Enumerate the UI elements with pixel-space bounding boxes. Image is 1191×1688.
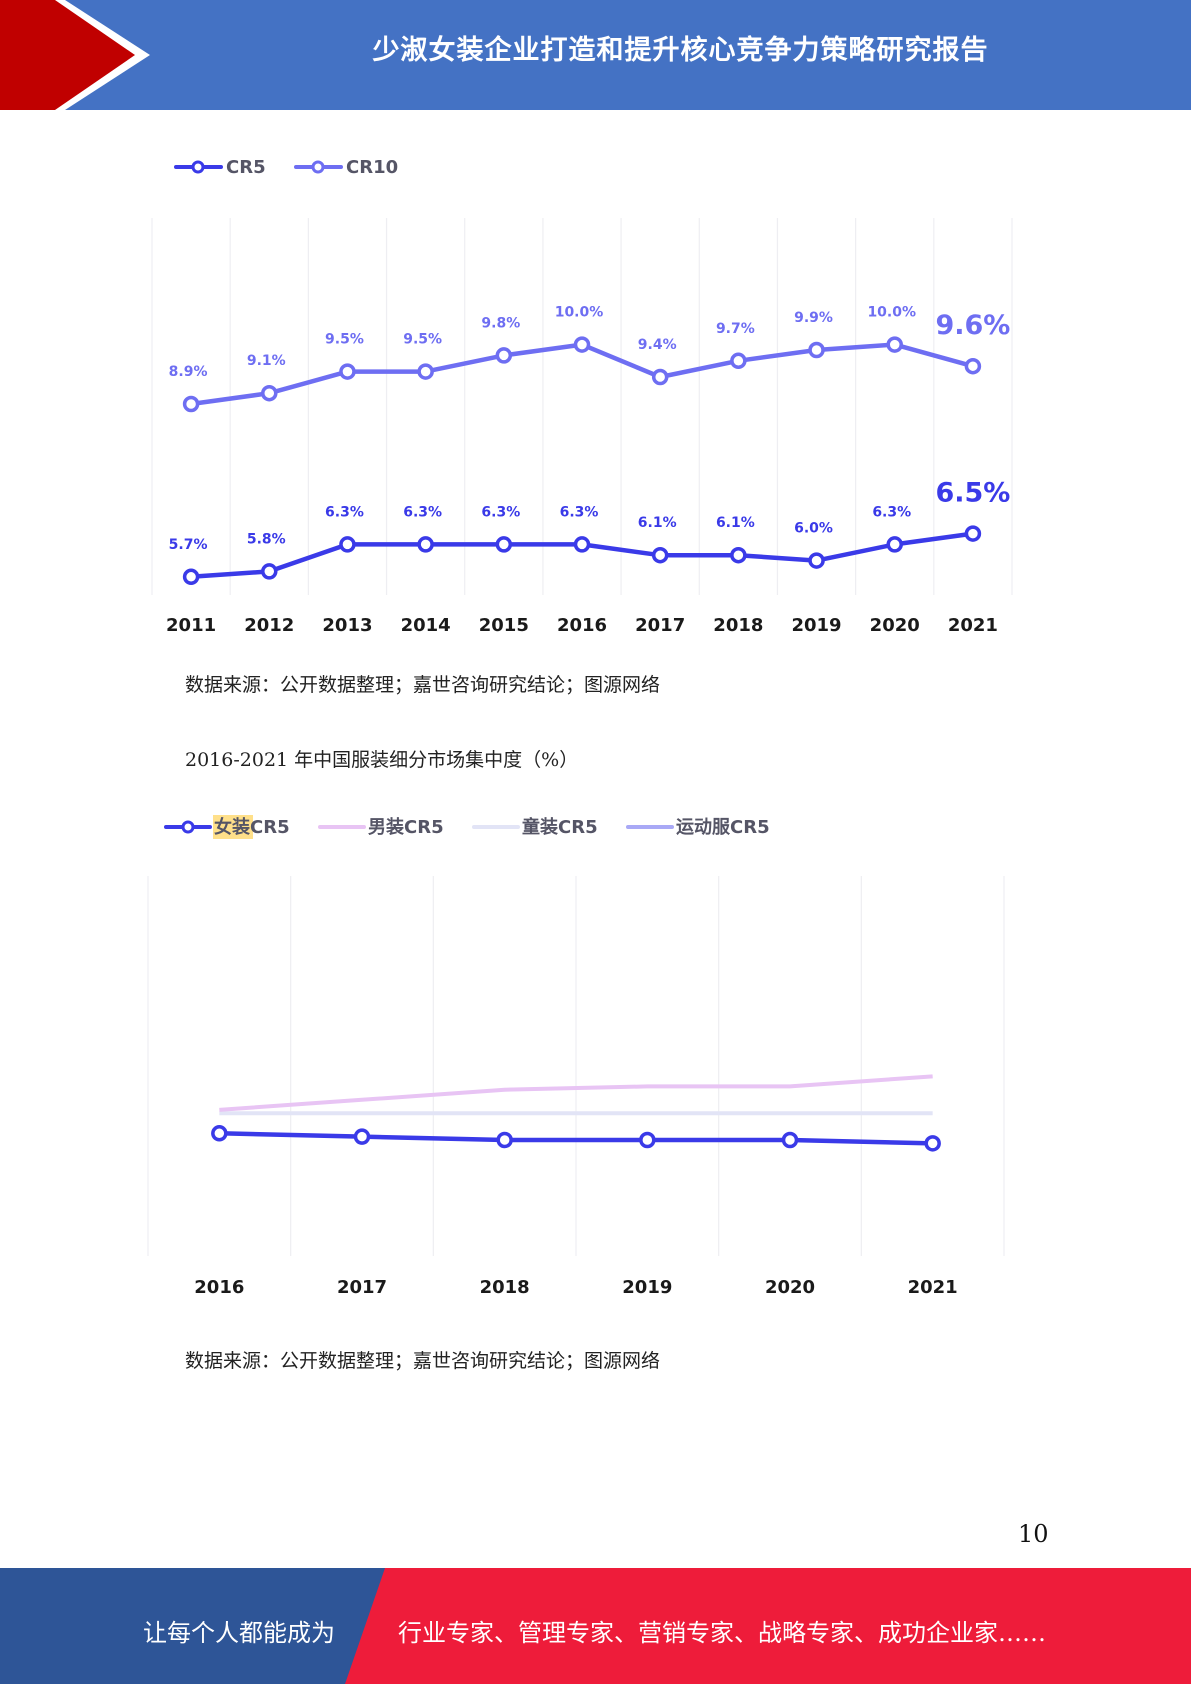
legend-label: 童装CR5: [522, 816, 598, 838]
x-tick-label: 2015: [479, 615, 529, 636]
chart1-source: 数据来源：公开数据整理；嘉世咨询研究结论；图源网络: [185, 674, 661, 696]
data-label: 10.0%: [555, 305, 604, 321]
data-point: [496, 1131, 513, 1149]
data-point: [781, 1131, 799, 1149]
x-tick-label: 2018: [713, 615, 763, 636]
data-point: [211, 1125, 228, 1142]
data-point: [639, 1131, 656, 1149]
chart-cr5-cr10-svg: 2011 2012 2013 2014 2015 2016 2017 2018 2019 2020…: [151, 157, 1013, 636]
page-header: 少淑女装企业打造和提升核心竞争力策略研究报告: [0, 0, 1191, 110]
data-point: [261, 563, 278, 580]
x-tick-label: 2021: [908, 1277, 958, 1298]
series-line-女装CR5: [219, 1131, 933, 1146]
data-point: [808, 341, 825, 359]
data-point: [495, 347, 513, 364]
data-point: [182, 395, 200, 413]
x-tick-label: 2011: [166, 615, 216, 636]
data-label: 6.1%: [716, 515, 755, 531]
legend-label: 运动服CR5: [676, 817, 770, 838]
data-point: [573, 336, 591, 353]
x-tick-label: 2020: [870, 615, 920, 636]
data-point: [353, 1128, 371, 1145]
data-point: [730, 546, 747, 564]
data-label: 6.0%: [794, 521, 833, 537]
x-tick-label: 2016: [194, 1277, 244, 1298]
data-point: [730, 352, 747, 370]
x-tick-label: 2014: [401, 615, 451, 636]
legend-marker: [181, 820, 195, 834]
data-point: [339, 363, 356, 380]
page-footer: 让每个人都能成为 行业专家、管理专家、营销专家、战略专家、成功企业家……: [0, 1568, 1191, 1684]
legend-label: CR5: [226, 157, 266, 178]
chart-segment-concentration-svg: 2016 2017 2018 2019 2020 2021 女装CR5 男装CR5 童装CR5 运…: [147, 815, 1005, 1298]
legend-label: 女装CR5: [214, 816, 290, 838]
data-point: [651, 546, 669, 564]
header-background: [0, 0, 1191, 110]
x-tick-label: 2016: [557, 615, 607, 636]
data-label: 6.3%: [403, 504, 442, 520]
data-label: 9.7%: [716, 321, 755, 337]
data-label: 9.6%: [935, 310, 1010, 341]
x-tick-label: 2019: [622, 1277, 672, 1298]
legend-label: CR10: [346, 157, 398, 178]
x-tick-label: 2021: [948, 615, 998, 636]
data-label: 6.1%: [638, 515, 677, 531]
chart2-caption: 2016-2021 年中国服装细分市场集中度（%）: [185, 749, 579, 771]
x-tick-label: 2017: [337, 1277, 387, 1298]
data-label: 6.5%: [935, 478, 1010, 509]
data-point: [261, 384, 278, 402]
data-label: 6.3%: [872, 504, 911, 520]
chart2-source: 数据来源：公开数据整理；嘉世咨询研究结论；图源网络: [185, 1350, 661, 1372]
data-point: [808, 552, 825, 569]
chart-cr5-cr10: 2011 2012 2013 2014 2015 2016 2017 2018 2019 2020…: [0, 140, 1191, 640]
x-tick-label: 2012: [244, 615, 294, 636]
legend-label: 男装CR5: [368, 816, 444, 838]
data-label: 5.8%: [247, 531, 286, 547]
footer-background: [0, 1568, 1191, 1684]
x-tick-label: 2013: [322, 615, 372, 636]
x-tick-label: 2019: [791, 615, 841, 636]
data-point: [417, 363, 434, 380]
report-title: 少淑女装企业打造和提升核心竞争力策略研究报告: [372, 35, 989, 66]
data-label: 10.0%: [867, 305, 916, 321]
legend-highlight: [213, 815, 253, 839]
data-point: [182, 568, 200, 586]
data-label: 9.1%: [247, 353, 286, 369]
data-label: 9.5%: [325, 332, 364, 348]
chart-segment-concentration: 2016 2017 2018 2019 2020 2021 女装CR5 男装CR5 童装CR5 运…: [0, 800, 1191, 1300]
legend-marker: [311, 160, 325, 174]
page-number: 10: [1018, 1520, 1049, 1548]
data-point: [573, 536, 591, 553]
data-label: 9.9%: [794, 310, 833, 326]
x-tick-label: 2018: [480, 1277, 530, 1298]
data-label: 5.7%: [169, 537, 208, 553]
data-point: [417, 536, 434, 553]
data-point: [964, 525, 982, 542]
series-line-男装CR5: [219, 1074, 933, 1112]
data-label: 9.8%: [481, 315, 520, 331]
legend-marker: [191, 160, 205, 174]
footer-slogan-right: 行业专家、管理专家、营销专家、战略专家、成功企业家……: [398, 1619, 1046, 1647]
data-point: [886, 536, 903, 553]
data-point: [924, 1135, 941, 1152]
data-label: 6.3%: [325, 504, 364, 520]
data-point: [886, 336, 903, 353]
data-point: [339, 536, 356, 553]
data-point: [651, 368, 669, 386]
data-label: 6.3%: [481, 504, 520, 520]
footer-slogan-left: 让每个人都能成为: [143, 1619, 335, 1647]
data-label: 9.5%: [403, 332, 442, 348]
data-label: 9.4%: [638, 337, 677, 353]
x-tick-label: 2017: [635, 615, 685, 636]
x-tick-label: 2020: [765, 1277, 815, 1298]
data-point: [964, 357, 982, 375]
data-label: 8.9%: [169, 364, 208, 380]
data-label: 6.3%: [560, 504, 599, 520]
data-point: [495, 536, 513, 553]
